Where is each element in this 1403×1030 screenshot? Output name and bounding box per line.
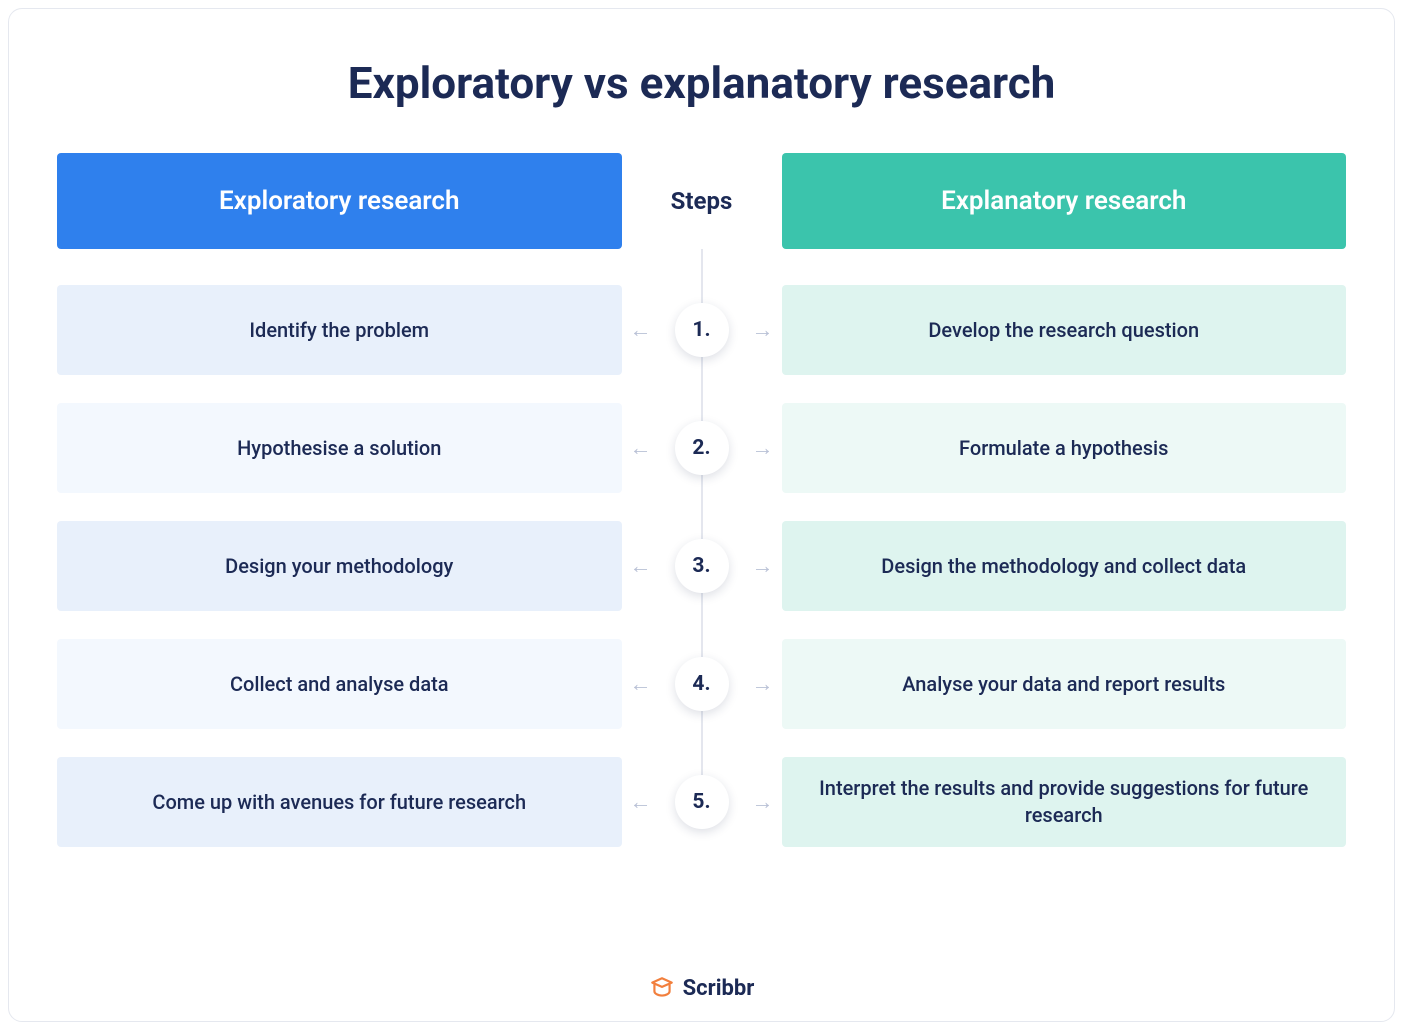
brand-name: Scribbr [683, 976, 755, 1001]
step-node-2: ← 2. → [622, 403, 782, 493]
arrow-right-icon: → [752, 671, 774, 697]
arrow-right-icon: → [752, 553, 774, 579]
left-column-header: Exploratory research [57, 153, 622, 249]
infographic-card: Exploratory vs explanatory research Expl… [8, 8, 1395, 1022]
comparison-grid: Exploratory research Identify the proble… [57, 153, 1346, 967]
arrow-right-icon: → [752, 435, 774, 461]
arrow-right-icon: → [752, 789, 774, 815]
right-row-2: Formulate a hypothesis [782, 403, 1347, 493]
arrow-left-icon: ← [630, 789, 652, 815]
step-circle-5: 5. [675, 775, 729, 829]
right-row-5: Interpret the results and provide sugges… [782, 757, 1347, 847]
arrow-left-icon: ← [630, 435, 652, 461]
arrow-left-icon: ← [630, 671, 652, 697]
step-circle-4: 4. [675, 657, 729, 711]
right-row-3: Design the methodology and collect data [782, 521, 1347, 611]
footer-brand: Scribbr [57, 975, 1346, 1001]
step-circle-1: 1. [675, 303, 729, 357]
scribbr-logo-icon [649, 975, 675, 1001]
arrow-left-icon: ← [630, 553, 652, 579]
right-column-header: Explanatory research [782, 153, 1347, 249]
steps-header: Steps [671, 153, 733, 249]
page-title: Exploratory vs explanatory research [57, 57, 1346, 109]
step-circle-3: 3. [675, 539, 729, 593]
left-row-1: Identify the problem [57, 285, 622, 375]
left-row-4: Collect and analyse data [57, 639, 622, 729]
arrow-right-icon: → [752, 317, 774, 343]
left-row-3: Design your methodology [57, 521, 622, 611]
step-node-1: ← 1. → [622, 285, 782, 375]
step-node-3: ← 3. → [622, 521, 782, 611]
right-column: Explanatory research Develop the researc… [782, 153, 1347, 967]
right-row-1: Develop the research question [782, 285, 1347, 375]
step-node-4: ← 4. → [622, 639, 782, 729]
steps-column: Steps ← 1. → ← 2. → ← 3. → ← 4. → [622, 153, 782, 967]
left-row-2: Hypothesise a solution [57, 403, 622, 493]
right-row-4: Analyse your data and report results [782, 639, 1347, 729]
step-node-5: ← 5. → [622, 757, 782, 847]
arrow-left-icon: ← [630, 317, 652, 343]
left-column: Exploratory research Identify the proble… [57, 153, 622, 967]
left-row-5: Come up with avenues for future research [57, 757, 622, 847]
step-circle-2: 2. [675, 421, 729, 475]
